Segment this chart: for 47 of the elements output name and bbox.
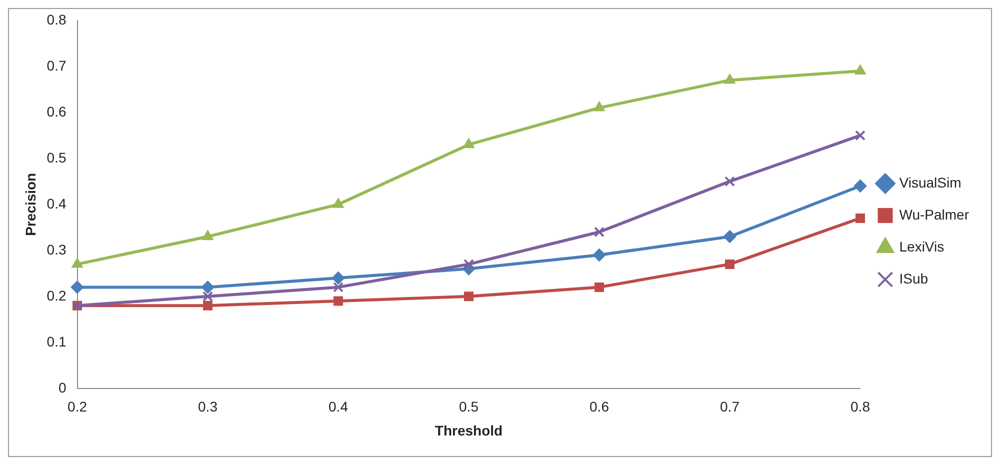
point	[202, 291, 213, 302]
point	[594, 101, 605, 112]
y-tick-label: 0.3	[46, 241, 66, 258]
point	[72, 258, 83, 268]
point	[724, 176, 735, 187]
y-tick-label: 0.5	[46, 149, 66, 166]
point	[725, 259, 734, 269]
point	[201, 280, 214, 294]
point	[464, 292, 474, 302]
point	[334, 296, 343, 306]
y-axis-title: Precision	[22, 172, 38, 236]
x-axis-title: Threshold	[434, 422, 503, 438]
x-tick-label: 0.6	[590, 398, 610, 415]
legend-label: LexiVis	[899, 238, 944, 254]
y-tick-label: 0.4	[46, 195, 66, 212]
y-tick-label: 0.8	[46, 11, 66, 28]
legend-label: VisualSim	[899, 174, 962, 190]
x-tick-label: 0.3	[198, 398, 218, 415]
point	[592, 248, 606, 262]
point	[203, 300, 212, 310]
point	[202, 230, 214, 240]
x-tick-label: 0.4	[328, 398, 348, 415]
point	[332, 198, 344, 208]
x-tick-label: 0.7	[720, 398, 740, 415]
point	[856, 213, 865, 223]
y-tick-label: 0.2	[46, 287, 66, 304]
point	[333, 282, 344, 292]
x-tick-label: 0.2	[68, 398, 88, 415]
y-tick-label: 0.6	[46, 103, 66, 120]
point	[463, 138, 474, 148]
point	[70, 280, 84, 294]
y-tick-label: 0.1	[46, 333, 66, 350]
point	[464, 258, 474, 270]
point	[854, 180, 867, 192]
x-tick-label: 0.8	[850, 398, 870, 415]
legend-label: Wu-Palmer	[899, 206, 970, 222]
point	[724, 74, 736, 84]
point	[854, 64, 866, 74]
x-tick-label: 0.5	[459, 398, 479, 415]
point	[332, 272, 345, 284]
point	[723, 230, 736, 244]
point	[594, 282, 604, 292]
legend-label: ISub	[899, 270, 928, 286]
y-tick-label: 0.7	[46, 57, 66, 74]
point	[855, 130, 866, 141]
y-tick-label: 0	[58, 379, 66, 396]
point	[594, 226, 604, 238]
